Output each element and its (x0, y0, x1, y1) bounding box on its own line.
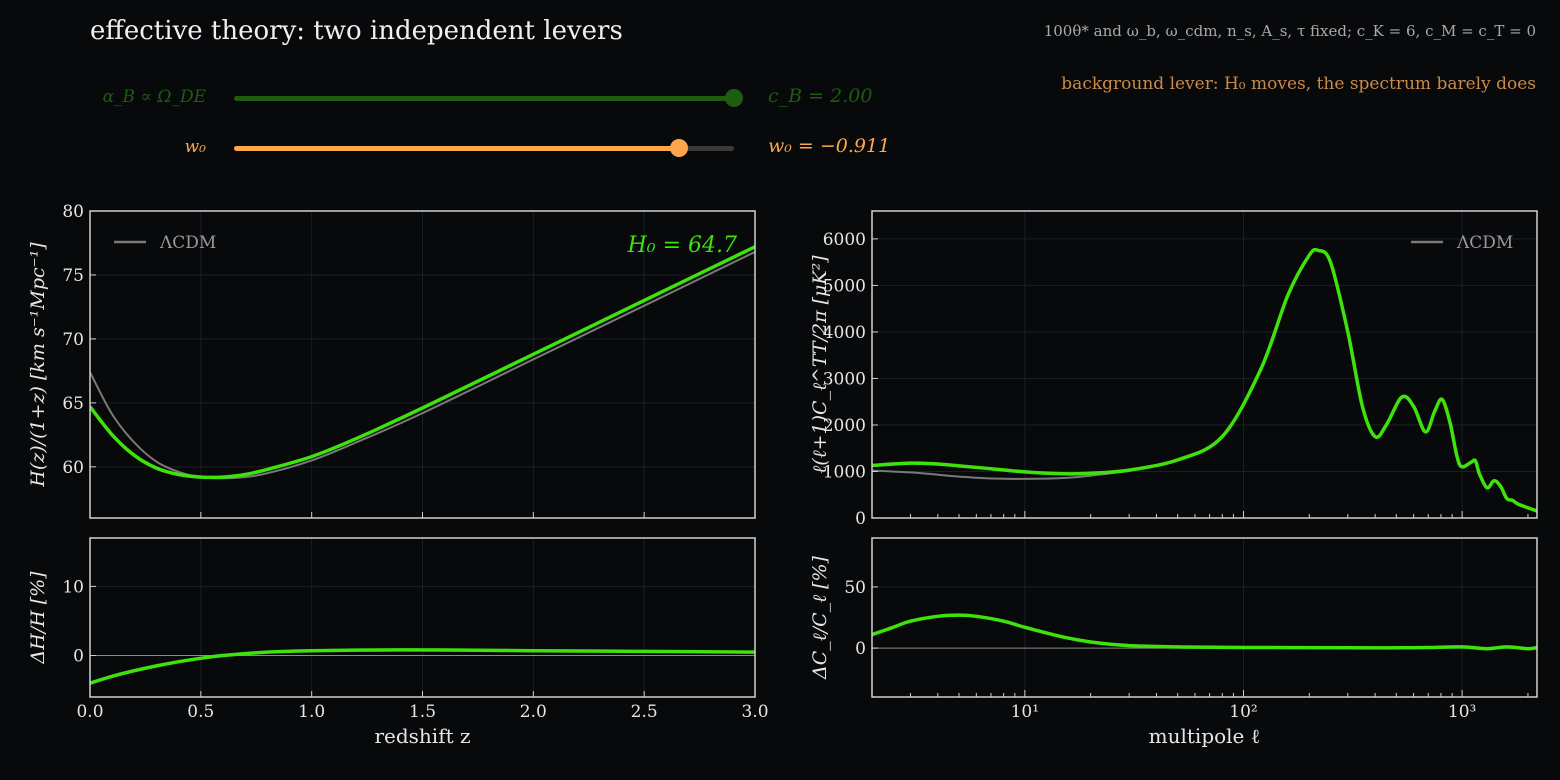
y-tick-label: 0 (855, 509, 866, 529)
chart-hubble: 60 65 70 75 80 H(z)/(1+z) [km s⁻¹Mpc⁻¹] ΛCDM H₀… (27, 202, 756, 519)
series-line-lcdm (90, 251, 755, 480)
fixed-parameters-note: 100θ* and ω_b, ω_cdm, n_s, A_s, τ fixed;… (1043, 22, 1536, 40)
alpha-b-slider-knob[interactable] (725, 89, 743, 107)
y-tick-label: 50 (844, 578, 866, 598)
y-tick-label: 6000 (823, 230, 866, 250)
y-tick-label: 3000 (823, 369, 866, 389)
y-axis-label: H(z)/(1+z) [km s⁻¹Mpc⁻¹] (27, 242, 49, 488)
series-line-model (872, 613, 1537, 651)
x-tick-label: 0.0 (76, 702, 103, 722)
y-tick-label: 5000 (823, 276, 866, 296)
y-tick-label: 80 (62, 202, 84, 222)
cb-readout: c_B = 2.00 (768, 85, 873, 107)
y-tick-label: 60 (62, 458, 84, 478)
series-line-lcdm (872, 469, 1130, 480)
plot-frame (871, 537, 1538, 698)
w0-slider-fill (234, 146, 679, 151)
y-tick-label: 65 (62, 394, 84, 414)
x-axis-label: redshift z (374, 724, 470, 748)
legend-label-lcdm: ΛCDM (159, 233, 216, 253)
chart-hubble-diff: 0 10 0.0 0.5 1.0 1.5 2.0 2.5 3.0 redshift z ΔH/H [… (27, 537, 769, 748)
y-tick-label: 2000 (823, 416, 866, 436)
y-tick-label: 1000 (823, 462, 866, 482)
w0-slider-knob[interactable] (670, 139, 688, 157)
x-tick-label: 2.5 (631, 702, 658, 722)
x-tick-label: 1.5 (409, 702, 436, 722)
x-tick-label: 0.5 (187, 702, 214, 722)
y-axis-label: ΔH/H [%] (27, 571, 49, 665)
x-tick-label: 2.0 (520, 702, 547, 722)
x-tick-label: 1.0 (298, 702, 325, 722)
x-tick-label: 3.0 (741, 702, 768, 722)
page-title: effective theory: two independent levers (90, 16, 623, 46)
alpha-b-slider-label: α_B ∝ Ω_DE (102, 87, 206, 107)
w0-slider-label: w₀ (184, 137, 206, 157)
lever-note: background lever: H₀ moves, the spectrum… (1061, 74, 1536, 94)
series-line-model (90, 648, 755, 685)
y-axis-label: ΔC_ℓ/C_ℓ [%] (809, 555, 831, 680)
series-line-model (872, 247, 1537, 513)
y-axis-label: ℓ(ℓ+1)C_ℓ^TT/2π [μK²] (809, 255, 831, 474)
x-tick-label: 10³ (1448, 702, 1476, 722)
y-tick-label: 75 (62, 266, 84, 286)
w0-readout: w₀ = −0.911 (768, 135, 891, 157)
x-axis-label: multipole ℓ (1149, 724, 1261, 748)
chart-cmb-diff: 0 50 10¹ 10² 10³ multipole ℓ ΔC_ℓ/C_ℓ [%] (809, 537, 1538, 748)
x-tick-label: 10² (1229, 702, 1257, 722)
chart-cmb: 0 1000 2000 3000 4000 5000 6000 ℓ(ℓ+1)C_ℓ^TT/2π… (809, 210, 1538, 529)
y-tick-label: 10 (62, 577, 84, 597)
y-tick-label: 0 (73, 647, 84, 667)
legend-label-lcdm: ΛCDM (1456, 233, 1513, 253)
series-line-model (90, 245, 755, 480)
y-tick-label: 70 (62, 330, 84, 350)
plot-frame (871, 210, 1538, 519)
alpha-b-slider-track[interactable] (234, 96, 734, 101)
y-tick-label: 0 (855, 639, 866, 659)
y-tick-label: 4000 (823, 323, 866, 343)
h0-annotation: H₀ = 64.7 (627, 233, 737, 258)
x-tick-label: 10¹ (1011, 702, 1039, 722)
